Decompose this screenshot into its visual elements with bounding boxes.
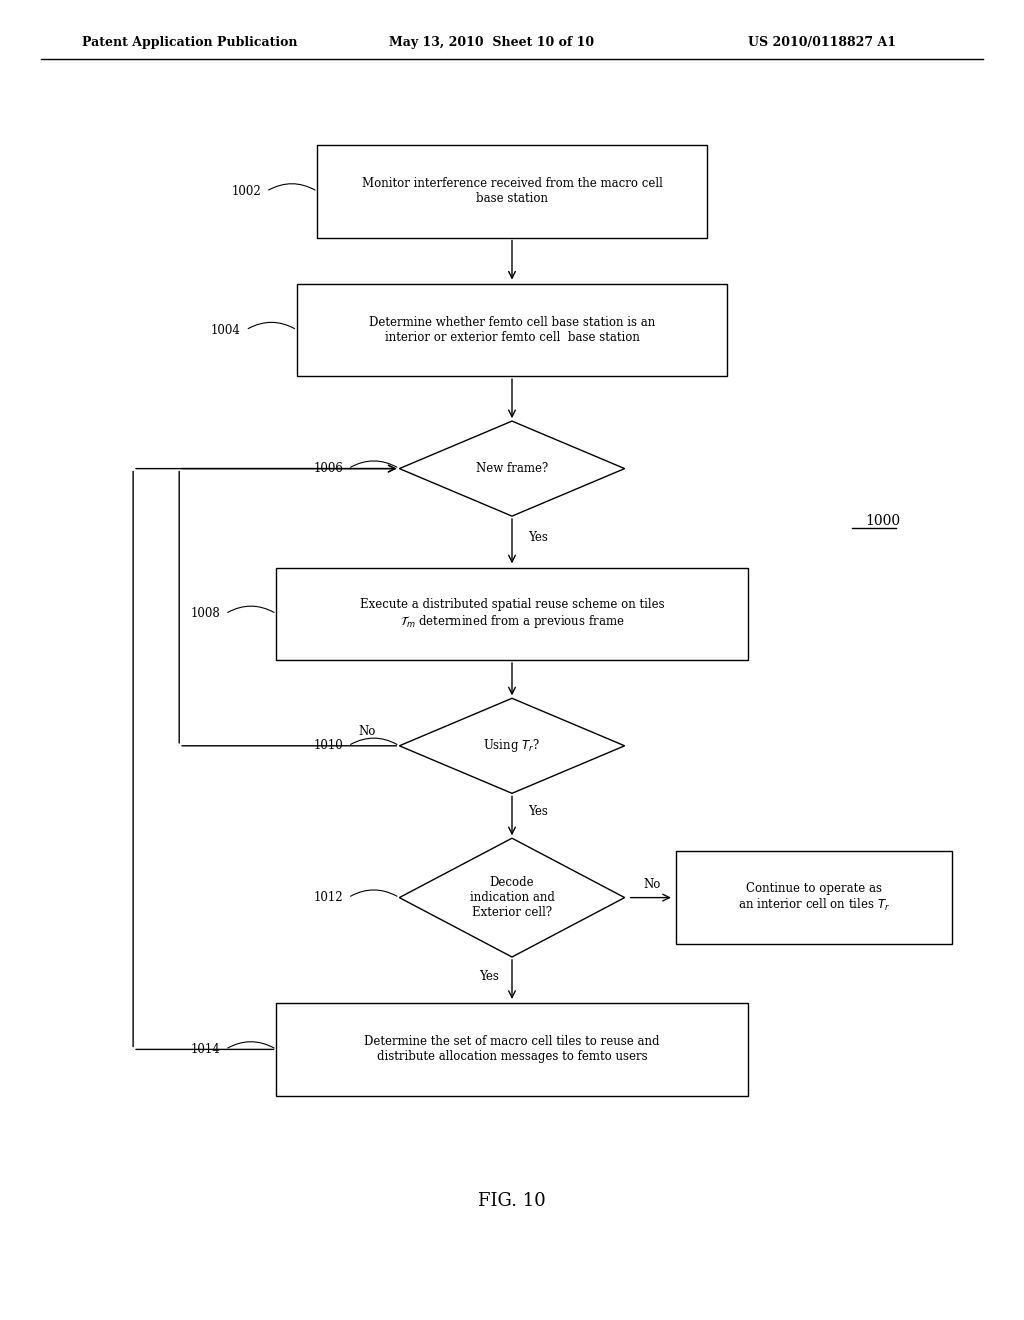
Text: 1000: 1000 [865,515,900,528]
Text: 1004: 1004 [211,323,241,337]
Text: May 13, 2010  Sheet 10 of 10: May 13, 2010 Sheet 10 of 10 [389,36,594,49]
Text: Patent Application Publication: Patent Application Publication [82,36,297,49]
Polygon shape [399,838,625,957]
Text: Yes: Yes [528,531,548,544]
Text: 1010: 1010 [313,739,343,752]
Text: Monitor interference received from the macro cell
base station: Monitor interference received from the m… [361,177,663,206]
FancyBboxPatch shape [297,284,727,376]
Text: No: No [358,725,376,738]
Text: Execute a distributed spatial reuse scheme on tiles
$\mathcal{T}_m$ determined f: Execute a distributed spatial reuse sche… [359,598,665,630]
Text: 1008: 1008 [190,607,220,620]
FancyBboxPatch shape [317,145,707,238]
Text: Yes: Yes [528,805,548,818]
Text: New frame?: New frame? [476,462,548,475]
Text: 1002: 1002 [231,185,261,198]
Text: No: No [643,878,660,891]
Text: Yes: Yes [479,970,499,983]
Text: Continue to operate as
an interior cell on tiles $T_r$: Continue to operate as an interior cell … [738,882,890,913]
FancyBboxPatch shape [276,1003,748,1096]
Text: 1006: 1006 [313,462,343,475]
Text: 1012: 1012 [313,891,343,904]
Text: 1014: 1014 [190,1043,220,1056]
FancyBboxPatch shape [276,568,748,660]
FancyBboxPatch shape [676,851,952,944]
Text: Using $T_r$?: Using $T_r$? [483,738,541,754]
Text: Determine the set of macro cell tiles to reuse and
distribute allocation message: Determine the set of macro cell tiles to… [365,1035,659,1064]
Text: FIG. 10: FIG. 10 [478,1192,546,1210]
Text: Determine whether femto cell base station is an
interior or exterior femto cell : Determine whether femto cell base statio… [369,315,655,345]
Text: US 2010/0118827 A1: US 2010/0118827 A1 [748,36,896,49]
Polygon shape [399,421,625,516]
Text: Decode
indication and
Exterior cell?: Decode indication and Exterior cell? [470,876,554,919]
Polygon shape [399,698,625,793]
